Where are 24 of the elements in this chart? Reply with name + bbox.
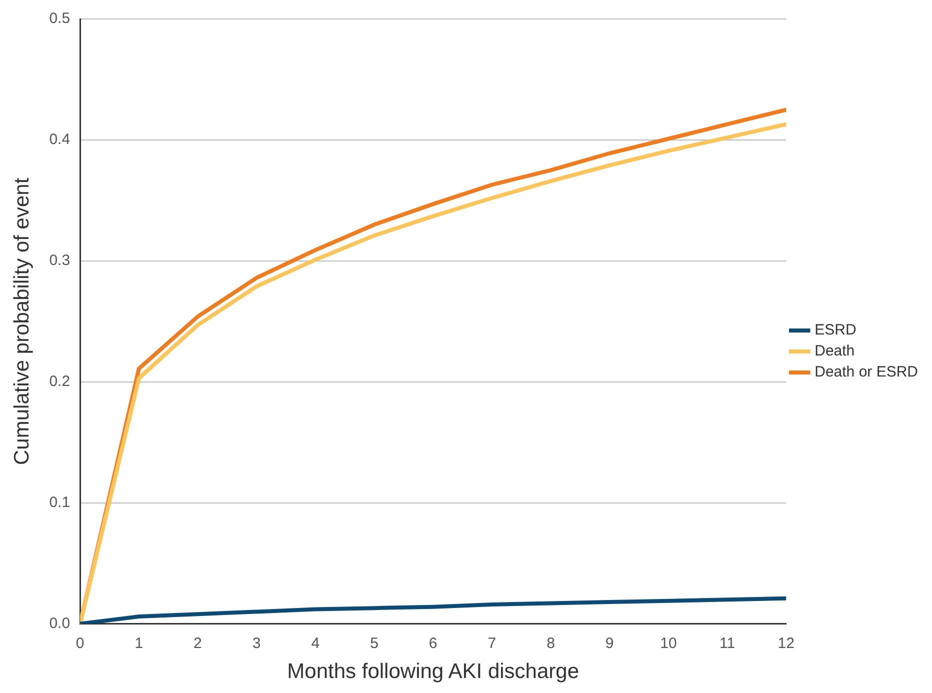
y-tick-label: 0.0 bbox=[49, 614, 70, 632]
y-tick-label: 0.4 bbox=[49, 131, 70, 148]
x-tick-label: 6 bbox=[428, 634, 438, 652]
x-tick-label: 5 bbox=[370, 634, 378, 652]
x-tick-label: 8 bbox=[546, 634, 555, 652]
x-axis-title: Months following AKI discharge bbox=[287, 660, 580, 684]
x-tick-label: 7 bbox=[488, 634, 496, 652]
x-tick-label: 10 bbox=[660, 634, 677, 652]
x-tick-label: 3 bbox=[252, 634, 261, 652]
x-tick-label: 12 bbox=[778, 634, 794, 652]
x-tick-label: 0 bbox=[76, 634, 84, 652]
legend-label: Death bbox=[814, 342, 855, 360]
x-tick-label: 4 bbox=[311, 634, 320, 652]
legend-label: ESRD bbox=[814, 322, 856, 339]
x-tick-label: 1 bbox=[134, 634, 144, 652]
y-tick-label: 0.5 bbox=[49, 10, 70, 28]
x-tick-label: 11 bbox=[719, 634, 736, 652]
y-tick-label: 0.3 bbox=[49, 252, 70, 270]
x-tick-label: 9 bbox=[605, 634, 614, 652]
y-tick-label: 0.1 bbox=[49, 494, 70, 511]
y-tick-label: 0.2 bbox=[49, 373, 70, 390]
x-tick-label: 2 bbox=[194, 634, 202, 652]
y-axis-title: Cumulative probability of event bbox=[10, 178, 34, 465]
legend-label: Death or ESRD bbox=[814, 364, 918, 381]
